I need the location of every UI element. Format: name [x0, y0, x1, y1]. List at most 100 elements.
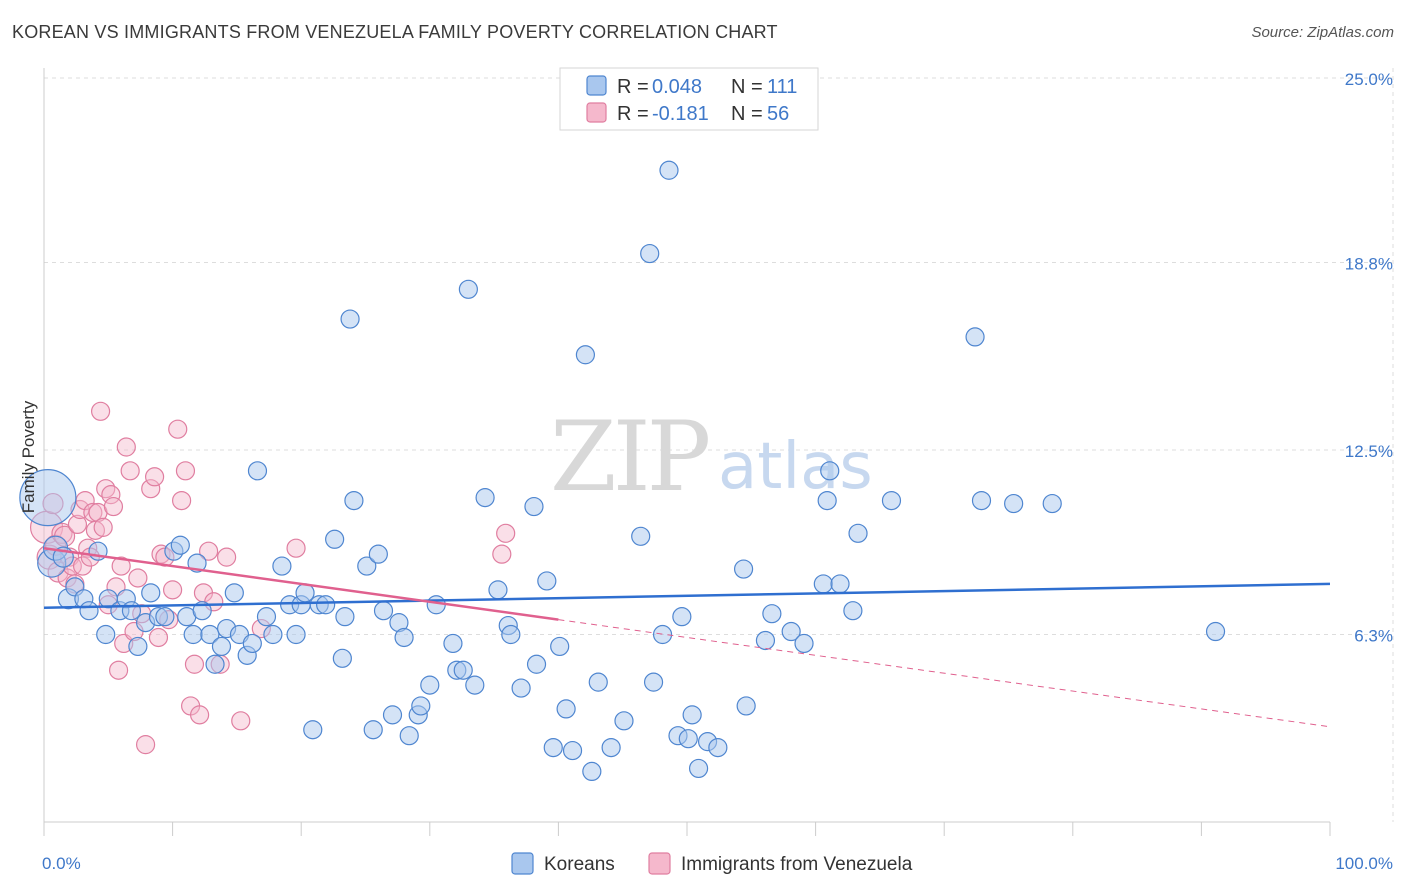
korean-point [688, 758, 709, 779]
korean-point [601, 737, 621, 758]
y-tick-label: 6.3% [1354, 627, 1393, 646]
korean-point [830, 574, 850, 594]
korean-point [420, 675, 440, 695]
korean-point [556, 699, 576, 719]
korean-point [588, 672, 608, 692]
trend-lines [43, 546, 1331, 728]
korean-point [205, 654, 225, 674]
venezuela-point [141, 479, 161, 499]
korean-point [501, 624, 521, 645]
legend-n-label-2: N = [731, 103, 763, 125]
korean-point [96, 624, 116, 645]
korean-point [733, 559, 754, 579]
korean-point [332, 648, 352, 668]
source-label: Source: ZipAtlas.com [1251, 24, 1394, 41]
venezuela-point [103, 496, 124, 517]
korean-point [524, 496, 544, 517]
korean-point [1042, 493, 1062, 514]
korean-point [458, 279, 478, 299]
venezuela-point [90, 401, 111, 421]
korean-point [200, 624, 220, 645]
bottom-legend: Koreans Immigrants from Venezuela [511, 852, 913, 875]
venezuela-point [128, 568, 148, 588]
venezuela-point [67, 514, 88, 535]
legend-swatch-venezuela [586, 102, 607, 123]
venezuela-point [144, 467, 165, 487]
korean-point [843, 601, 863, 621]
y-tick-label: 12.5% [1345, 442, 1393, 461]
korean-point [643, 672, 664, 692]
venezuela-point [172, 490, 192, 511]
korean-point [562, 740, 583, 761]
korean-point [511, 678, 531, 698]
korean-point [316, 595, 336, 615]
venezuela-point [286, 538, 306, 558]
korean-point [242, 633, 262, 654]
korean-point [286, 624, 306, 645]
venezuela-point [492, 544, 512, 564]
korean-point [363, 720, 383, 740]
legend-r-value-1: 0.048 [652, 76, 702, 98]
korean-point [394, 627, 414, 648]
korean-point [192, 601, 212, 621]
korean-point [183, 624, 203, 645]
legend-n-value-1: 111 [767, 76, 797, 98]
y-tick-label: 18.8% [1345, 255, 1393, 274]
korean-point [640, 243, 660, 264]
korean-point [543, 737, 563, 758]
korean-point [537, 571, 557, 591]
y-tick-labels: 6.3% 12.5% 18.8% 25.0% [1345, 70, 1393, 646]
venezuela-point [168, 419, 188, 439]
bottom-legend-koreans: Koreans [544, 854, 615, 875]
korean-point [614, 711, 634, 731]
korean-point [263, 624, 283, 645]
bottom-legend-swatch-venezuela [648, 852, 671, 875]
korean-point [755, 630, 776, 651]
korean-point [443, 633, 463, 654]
korean-point [344, 490, 364, 511]
bottom-legend-venezuela: Immigrants from Venezuela [681, 854, 913, 875]
series-venezuela [29, 401, 516, 755]
venezuela-point [199, 541, 219, 561]
venezuela-point [175, 461, 196, 481]
venezuela-point [96, 479, 116, 499]
korean-point [582, 761, 602, 782]
y-tick-label: 25.0% [1345, 70, 1393, 89]
korean-point [1205, 621, 1226, 642]
venezuela-trend-extension [558, 619, 1331, 728]
korean-point [247, 461, 268, 481]
series-koreans [19, 160, 1226, 782]
korean-point [682, 705, 702, 725]
korean-point [1004, 493, 1024, 514]
korean-point [848, 523, 868, 543]
korean-point [411, 696, 431, 716]
venezuela-point [101, 485, 121, 505]
korean-point [678, 729, 698, 749]
bottom-legend-swatch-koreans [511, 852, 534, 875]
venezuela-point [496, 523, 516, 543]
korean-point [820, 461, 840, 481]
korean-point [971, 490, 992, 511]
x-tick-label-min: 0.0% [42, 854, 81, 873]
venezuela-point [231, 711, 251, 731]
axes [43, 68, 1331, 836]
korean-point [399, 726, 419, 746]
korean-point [368, 544, 388, 564]
legend-box: R = 0.048 N = 111 R = -0.181 N = 56 [559, 67, 819, 131]
korean-point [373, 601, 394, 621]
x-tick-label-max: 100.0% [1335, 854, 1393, 873]
korean-point [79, 601, 99, 621]
venezuela-point [93, 517, 113, 537]
venezuela-point [111, 556, 131, 576]
korean-point [256, 607, 277, 627]
korean-point [303, 720, 323, 740]
korean-point [708, 737, 728, 758]
korean-point [155, 607, 175, 627]
venezuela-point [163, 580, 183, 600]
korean-point [794, 633, 814, 654]
legend-swatch-koreans [586, 75, 607, 96]
korean-point [382, 705, 403, 725]
korean-point [488, 580, 508, 600]
legend-r-value-2: -0.181 [652, 103, 709, 125]
